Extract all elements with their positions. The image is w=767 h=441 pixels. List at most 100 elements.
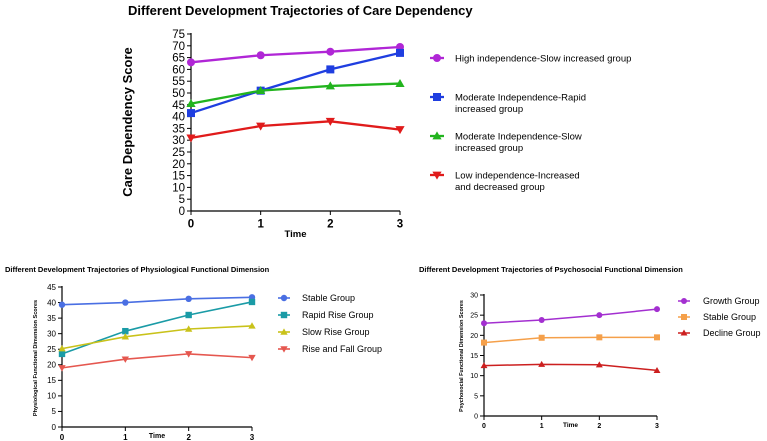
- psycho-data-point: [538, 334, 545, 341]
- main-legend-label: and decreased group: [455, 182, 545, 193]
- physio-y-tick-label: 25: [47, 345, 56, 354]
- physio-x-tick-label: 0: [60, 433, 65, 441]
- main-legend-marker: [433, 93, 441, 101]
- physio-data-point: [58, 350, 66, 358]
- main-y-tick-label: 20: [172, 159, 185, 171]
- psycho-data-point: [538, 360, 546, 367]
- psycho-series-2: [480, 360, 661, 373]
- physio-series-3: [58, 351, 256, 372]
- main-x-tick-label: 2: [327, 219, 333, 231]
- main-data-point: [256, 122, 266, 131]
- psycho-series-line: [483, 363, 658, 372]
- psycho-legend-item: Decline Group: [678, 328, 761, 338]
- main-legend-marker: [432, 171, 442, 180]
- physio-data-point: [122, 299, 129, 306]
- main-series-3: [186, 117, 405, 143]
- main-legend-label: increased group: [455, 104, 523, 115]
- physio-data-point: [184, 325, 193, 332]
- physio-legend-item: Rise and Fall Group: [278, 344, 382, 354]
- main-series-line: [190, 51, 401, 115]
- physio-legend-marker: [280, 311, 288, 319]
- main-y-tick-label: 25: [172, 147, 185, 159]
- psycho-legend-label: Decline Group: [703, 328, 761, 338]
- psycho-data-point: [596, 334, 603, 341]
- main-y-tick-label: 60: [172, 64, 185, 76]
- psycho-x-tick-label: 1: [540, 423, 544, 430]
- psycho-series-line: [483, 308, 658, 324]
- physio-series-0: [58, 294, 256, 308]
- main-legend-item: High independence-Slow increased group: [430, 53, 631, 64]
- psycho-legend-marker: [680, 329, 688, 336]
- psycho-series-1: [481, 334, 660, 346]
- psycho-series-line: [483, 336, 657, 344]
- main-data-point: [325, 81, 335, 90]
- physio-data-point: [185, 311, 192, 319]
- psycho-chart: 0 5 10 15 20 25 30 0 1 2 3 Time Psychosocial Functio…: [459, 292, 761, 430]
- main-series-0: [187, 42, 404, 67]
- physio-legend-item: Stable Group: [278, 293, 355, 303]
- psycho-legend-item: Growth Group: [678, 296, 760, 306]
- physio-data-point: [58, 365, 66, 372]
- main-y-tick-label: 55: [172, 76, 185, 88]
- physio-data-point: [248, 322, 256, 329]
- psycho-y-tick-label: 15: [470, 353, 478, 360]
- psycho-y-axis-label: Psychosocial Functional Dimension Scores: [459, 300, 465, 412]
- psycho-x-tick-label: 0: [482, 423, 486, 430]
- physio-data-point: [58, 301, 66, 308]
- psycho-legend-label: Growth Group: [703, 296, 760, 306]
- physio-data-point: [122, 327, 129, 335]
- physio-y-tick-label: 20: [47, 361, 56, 370]
- psycho-data-point: [480, 362, 488, 369]
- physio-y-axis-label: Physiological Functional Dimension Score…: [33, 300, 39, 416]
- physio-chart: 0 5 10 15 20 25 30 35 40 45 0 1 2 3 Time Physiological …: [33, 283, 382, 441]
- physio-x-tick-label: 2: [186, 433, 191, 441]
- psycho-data-point: [653, 366, 661, 373]
- physio-data-point: [185, 295, 192, 303]
- psycho-legend-marker: [681, 314, 687, 320]
- physio-series-line: [61, 325, 253, 350]
- physio-y-tick-label: 10: [47, 392, 56, 401]
- main-y-tick-label: 40: [172, 112, 185, 124]
- main-y-tick-label: 50: [172, 88, 185, 100]
- physio-data-point: [184, 351, 193, 358]
- physio-legend-marker: [280, 346, 288, 353]
- main-data-point: [187, 58, 195, 67]
- main-x-axis-label: Time: [284, 229, 306, 240]
- main-x-tick-label: 1: [257, 219, 264, 231]
- psycho-legend-marker: [681, 298, 687, 304]
- psycho-series-0: [481, 306, 660, 327]
- physio-y-tick-label: 15: [47, 376, 56, 385]
- physio-legend-label: Rise and Fall Group: [302, 344, 382, 354]
- main-y-tick-label: 5: [179, 194, 185, 206]
- psycho-legend-item: Stable Group: [678, 312, 756, 322]
- physio-legend-label: Slow Rise Group: [302, 327, 370, 337]
- physio-data-point: [58, 344, 66, 352]
- main-y-tick-label: 75: [172, 29, 185, 41]
- psycho-data-point: [654, 306, 660, 313]
- main-data-point: [256, 86, 266, 95]
- psycho-x-axis-label: Time: [563, 422, 578, 429]
- physio-legend-label: Rapid Rise Group: [302, 310, 374, 320]
- physio-y-tick-label: 40: [47, 298, 56, 307]
- psycho-data-point: [654, 334, 660, 341]
- main-data-point: [396, 48, 404, 57]
- physio-legend-item: Rapid Rise Group: [278, 310, 374, 320]
- main-y-tick-label: 65: [172, 53, 185, 65]
- main-legend-marker: [433, 54, 441, 62]
- psycho-x-tick-label: 2: [597, 423, 601, 430]
- main-legend-label: Moderate Independence-Slow: [455, 131, 582, 142]
- main-data-point: [326, 65, 335, 74]
- physio-data-point: [248, 354, 256, 362]
- main-y-tick-label: 70: [172, 41, 185, 53]
- main-series-line: [190, 120, 401, 139]
- psycho-chart-title: Different Development Trajectories of Ps…: [419, 265, 683, 274]
- physio-data-point: [121, 333, 130, 340]
- main-legend-label: Moderate Independence-Rapid: [455, 92, 586, 103]
- main-chart-title: Different Development Trajectories of Ca…: [128, 3, 473, 18]
- physio-y-tick-label: 45: [47, 283, 56, 292]
- physio-y-tick-label: 35: [47, 314, 56, 323]
- main-y-tick-label: 45: [172, 100, 185, 112]
- main-data-point: [187, 109, 195, 118]
- psycho-data-point: [481, 339, 487, 346]
